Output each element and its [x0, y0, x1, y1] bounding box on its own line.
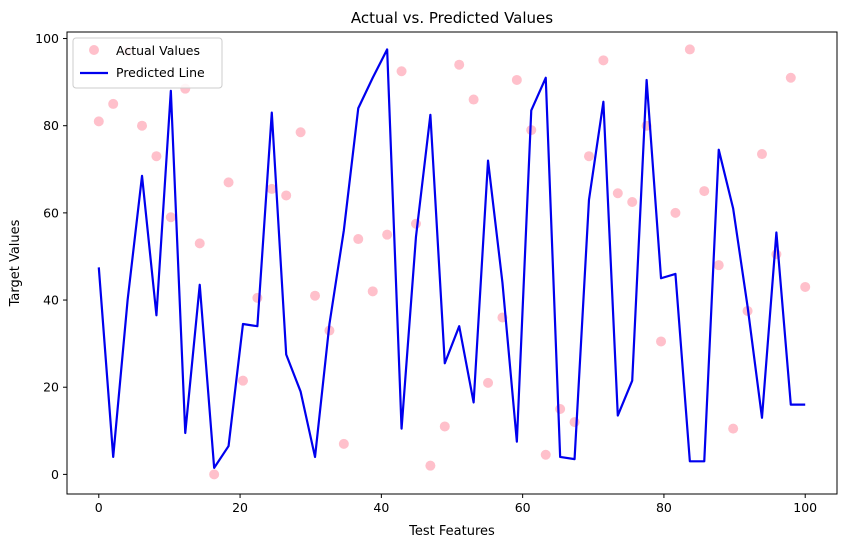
actual-point	[338, 438, 349, 449]
y-tick-label: 0	[51, 467, 59, 482]
actual-point	[483, 377, 494, 388]
actual-point	[756, 149, 767, 160]
actual-point	[728, 423, 739, 434]
actual-point	[598, 55, 609, 66]
actual-point	[295, 127, 306, 138]
actual-point	[252, 292, 263, 303]
actual-point	[684, 44, 695, 55]
y-axis: 0 20 40 60 80 100	[35, 31, 67, 482]
legend-marker-actual	[89, 45, 99, 55]
actual-point	[237, 375, 248, 386]
actual-point	[612, 188, 623, 199]
actual-point	[425, 460, 436, 471]
actual-point	[771, 249, 782, 260]
actual-point	[583, 151, 594, 162]
actual-point	[627, 196, 638, 207]
y-tick-label: 60	[43, 205, 59, 220]
actual-point	[540, 449, 551, 460]
x-axis: 0 20 40 60 80 100	[95, 494, 817, 515]
x-tick-label: 80	[656, 500, 672, 515]
actual-point	[93, 116, 104, 127]
actual-point	[281, 190, 292, 201]
legend: Actual Values Predicted Line	[72, 37, 223, 89]
y-tick-label: 80	[43, 118, 59, 133]
actual-point	[699, 186, 710, 197]
y-tick-label: 20	[43, 380, 59, 395]
actual-point	[713, 260, 724, 271]
x-tick-label: 40	[373, 500, 389, 515]
actual-point	[165, 212, 176, 223]
actual-point	[367, 286, 378, 297]
actual-point	[439, 421, 450, 432]
actual-point	[511, 74, 522, 85]
legend-box	[72, 37, 223, 89]
actual-point	[194, 238, 205, 249]
y-tick-label: 100	[35, 31, 59, 46]
actual-point	[223, 177, 234, 188]
actual-point	[410, 218, 421, 229]
y-axis-label: Target Values	[8, 219, 23, 307]
actual-point	[468, 94, 479, 105]
chart-title: Actual vs. Predicted Values	[351, 9, 553, 27]
actual-point	[266, 183, 277, 194]
legend-label-predicted: Predicted Line	[116, 65, 205, 80]
x-tick-label: 20	[232, 500, 248, 515]
actual-point	[396, 66, 407, 77]
series-layer	[93, 44, 811, 480]
actual-point	[151, 151, 162, 162]
y-tick-label: 40	[43, 293, 59, 308]
actual-point	[137, 120, 148, 131]
actual-point	[670, 207, 681, 218]
x-axis-label: Test Features	[408, 524, 495, 539]
actual-point	[555, 404, 566, 415]
actual-point	[108, 98, 119, 109]
actual-point	[800, 281, 811, 292]
x-tick-label: 100	[793, 500, 817, 515]
actual-point	[454, 59, 465, 70]
actual-point	[656, 336, 667, 347]
x-tick-label: 0	[95, 500, 103, 515]
actual-point	[353, 234, 364, 245]
actual-point	[382, 229, 393, 240]
x-tick-label: 60	[515, 500, 531, 515]
actual-point	[209, 469, 220, 480]
actual-point	[785, 72, 796, 83]
predicted-line	[97, 48, 806, 469]
actual-point	[569, 417, 580, 428]
plot-frame	[66, 31, 838, 495]
legend-label-actual: Actual Values	[116, 43, 200, 58]
actual-point	[310, 290, 321, 301]
